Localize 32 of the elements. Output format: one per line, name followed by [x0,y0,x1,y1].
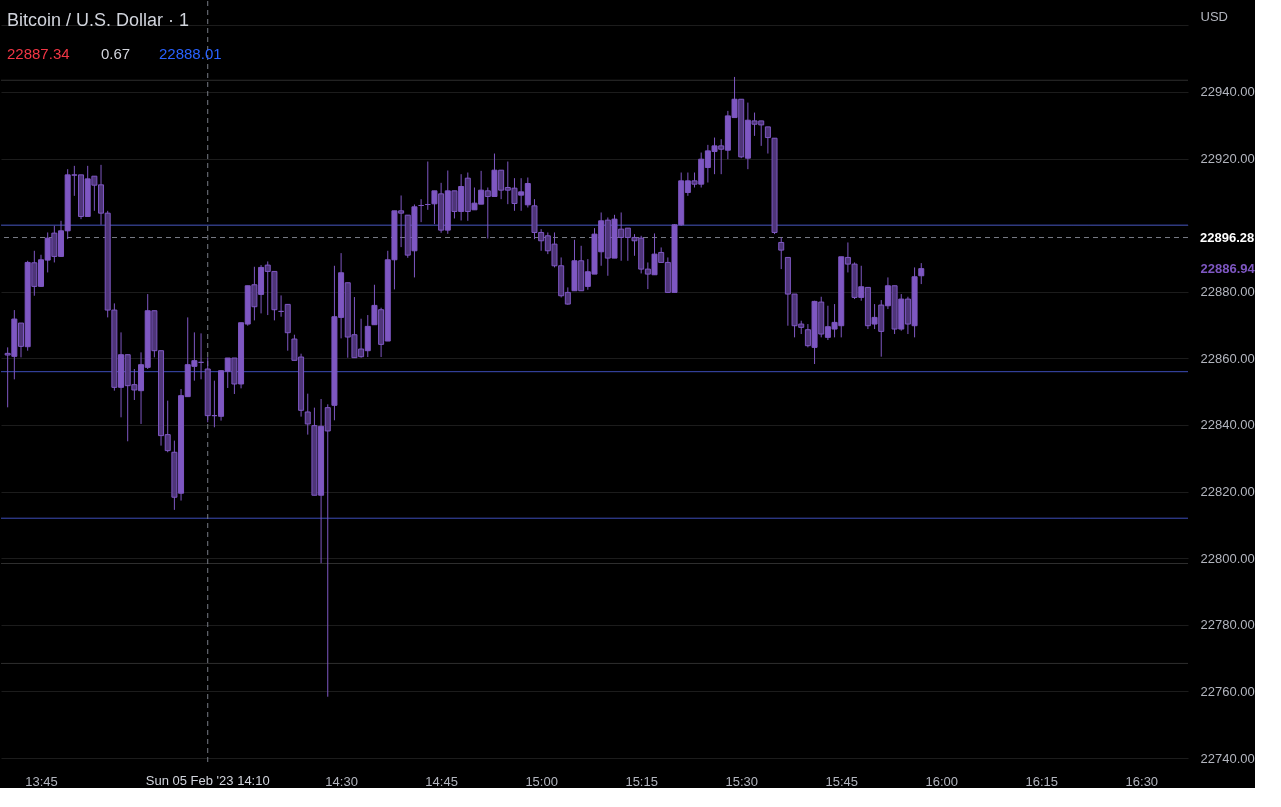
x-tick-label: 13:45 [25,773,58,789]
x-tick-label: 15:15 [625,773,658,789]
x-tick-label: 14:30 [325,773,358,789]
x-tick-label: 16:15 [1025,773,1059,789]
x-tick-label: 14:45 [425,773,458,789]
annotation: 0.67 [101,45,131,62]
x-tick-label: 15:00 [525,773,558,789]
y-tick-label: 22860.00 [1200,350,1255,366]
ref-line-label: Sun 05 Feb '23 14:10 [145,773,270,788]
y-tick-label: 22940.00 [1200,84,1255,100]
y-tick-label: 22920.00 [1200,151,1255,167]
x-tick-label: 15:30 [725,773,758,789]
ref-line-label: 22896.28 [1200,229,1255,245]
annotation: 22888.01 [159,45,222,62]
y-axis-title: USD [1200,8,1228,24]
y-tick-label: 22820.00 [1200,484,1255,500]
y-tick-label: 22886.94 [1200,261,1256,277]
candlestick [764,126,771,155]
y-tick-label: 22840.00 [1200,417,1255,433]
y-tick-label: 22780.00 [1200,617,1255,633]
candlestick [304,393,311,436]
x-tick-label: 16:30 [1125,773,1159,789]
x-tick-label: 16:00 [925,773,959,789]
text: Bitcoin / U.S. Dollar · 1 [7,10,190,30]
y-tick-label: 22760.00 [1200,683,1255,699]
y-tick-label: 22880.00 [1200,284,1255,300]
candlestick [778,236,785,270]
y-tick-label: 22740.00 [1200,750,1255,766]
annotation: 22887.34 [7,45,70,62]
candlestick [918,262,925,285]
x-tick-label: 15:45 [825,773,859,789]
y-tick-label: 22800.00 [1200,550,1255,566]
